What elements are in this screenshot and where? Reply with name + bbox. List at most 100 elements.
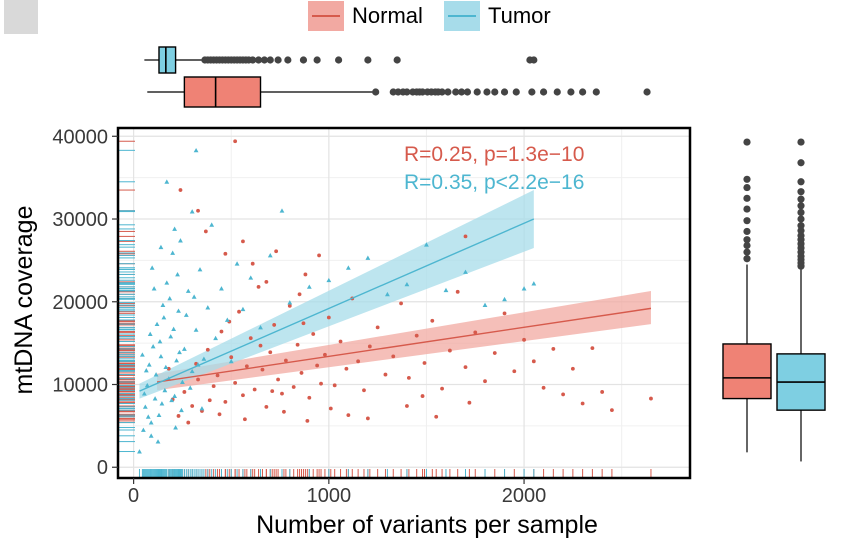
right-outlier-tumor bbox=[797, 227, 805, 235]
y-tick-label: 40000 bbox=[52, 126, 108, 148]
right-outlier-tumor bbox=[797, 202, 805, 210]
point-normal bbox=[233, 380, 238, 385]
top-box-normal bbox=[183, 76, 262, 108]
point-normal bbox=[248, 336, 253, 341]
point-normal bbox=[176, 414, 181, 418]
point-normal bbox=[282, 409, 286, 414]
point-tumor bbox=[162, 387, 168, 393]
top-outlier-normal bbox=[592, 88, 600, 96]
point-tumor bbox=[234, 261, 240, 266]
point-tumor bbox=[156, 412, 162, 418]
right-outlier-tumor bbox=[797, 231, 805, 240]
point-tumor bbox=[141, 391, 147, 396]
point-normal bbox=[522, 337, 526, 342]
top-outlier-normal bbox=[500, 88, 509, 96]
top-outlier-normal bbox=[452, 88, 460, 96]
point-normal bbox=[440, 386, 444, 391]
point-normal bbox=[473, 330, 478, 335]
point-normal bbox=[375, 325, 380, 330]
point-tumor bbox=[168, 334, 174, 339]
point-normal bbox=[178, 188, 183, 192]
top-outlier-normal bbox=[457, 88, 466, 96]
right-outlier-tumor bbox=[797, 178, 805, 186]
point-tumor bbox=[151, 286, 157, 291]
x-tick-label: 1000 bbox=[307, 485, 352, 507]
x-tick-label: 2000 bbox=[502, 485, 547, 507]
right-outlier-tumor bbox=[797, 222, 805, 230]
point-tumor bbox=[443, 287, 449, 293]
point-tumor bbox=[154, 321, 160, 327]
point-normal bbox=[541, 385, 546, 390]
point-tumor bbox=[209, 222, 215, 227]
point-normal bbox=[217, 412, 222, 417]
point-tumor bbox=[174, 358, 179, 363]
point-tumor bbox=[169, 397, 175, 403]
top-outlier-normal bbox=[567, 88, 575, 96]
point-normal bbox=[303, 272, 308, 277]
x-tick-label: 0 bbox=[128, 485, 139, 507]
top-outlier-normal bbox=[643, 88, 651, 96]
point-tumor bbox=[158, 244, 164, 250]
point-normal bbox=[405, 404, 409, 408]
point-normal bbox=[276, 377, 280, 382]
point-tumor bbox=[164, 179, 170, 184]
point-tumor bbox=[175, 272, 180, 277]
top-outlier-normal bbox=[444, 88, 452, 96]
legend-item-normal: Normal bbox=[308, 1, 423, 31]
point-tumor bbox=[158, 353, 164, 359]
top-outlier-tumor bbox=[313, 56, 321, 64]
point-normal bbox=[241, 239, 245, 244]
right-outlier-tumor bbox=[797, 195, 805, 203]
right-box-normal bbox=[722, 343, 772, 400]
panel-border bbox=[116, 126, 692, 480]
point-tumor bbox=[185, 288, 191, 293]
point-normal bbox=[190, 404, 195, 408]
point-tumor bbox=[502, 296, 507, 302]
point-normal bbox=[252, 387, 257, 392]
point-tumor bbox=[385, 291, 390, 297]
top-outlier-normal bbox=[528, 88, 536, 96]
point-tumor bbox=[424, 242, 429, 247]
point-normal bbox=[207, 398, 212, 403]
right-outlier-tumor bbox=[797, 159, 805, 167]
point-tumor bbox=[163, 364, 169, 370]
point-tumor bbox=[193, 327, 199, 332]
point-normal bbox=[283, 358, 288, 363]
regression-line-tumor bbox=[139, 218, 535, 392]
point-tumor bbox=[147, 331, 153, 336]
right-outlier-tumor bbox=[797, 188, 805, 196]
legend: Normal Tumor bbox=[308, 1, 551, 31]
point-tumor bbox=[205, 305, 211, 310]
point-normal bbox=[274, 249, 279, 254]
point-tumor bbox=[143, 368, 149, 373]
point-tumor bbox=[193, 147, 199, 153]
point-normal bbox=[434, 414, 439, 419]
point-tumor bbox=[179, 407, 184, 413]
point-normal bbox=[223, 399, 228, 404]
point-normal bbox=[570, 366, 575, 371]
point-normal bbox=[299, 371, 304, 375]
top-outlier-tumor bbox=[299, 56, 308, 64]
point-normal bbox=[391, 354, 396, 359]
y-tick-label: 30000 bbox=[52, 209, 108, 231]
point-normal bbox=[307, 395, 312, 400]
point-tumor bbox=[224, 317, 230, 322]
stat-annotation-tumor: R=0.35, p<2.2e−16 bbox=[404, 171, 584, 194]
point-normal bbox=[344, 366, 349, 371]
point-tumor bbox=[172, 226, 178, 231]
top-box-tumor bbox=[158, 46, 177, 74]
point-tumor bbox=[279, 208, 285, 213]
stat-annotation-normal: R=0.25, p=1.3e−10 bbox=[404, 143, 584, 166]
point-normal bbox=[332, 383, 337, 388]
point-tumor bbox=[183, 312, 189, 317]
point-normal bbox=[256, 284, 261, 289]
point-normal bbox=[492, 351, 497, 355]
point-tumor bbox=[177, 349, 182, 355]
point-normal bbox=[237, 309, 241, 314]
right-outlier-normal bbox=[743, 217, 751, 225]
point-tumor bbox=[201, 356, 207, 361]
point-tumor bbox=[144, 382, 150, 388]
point-normal bbox=[346, 413, 351, 418]
right-outlier-normal bbox=[743, 241, 751, 250]
